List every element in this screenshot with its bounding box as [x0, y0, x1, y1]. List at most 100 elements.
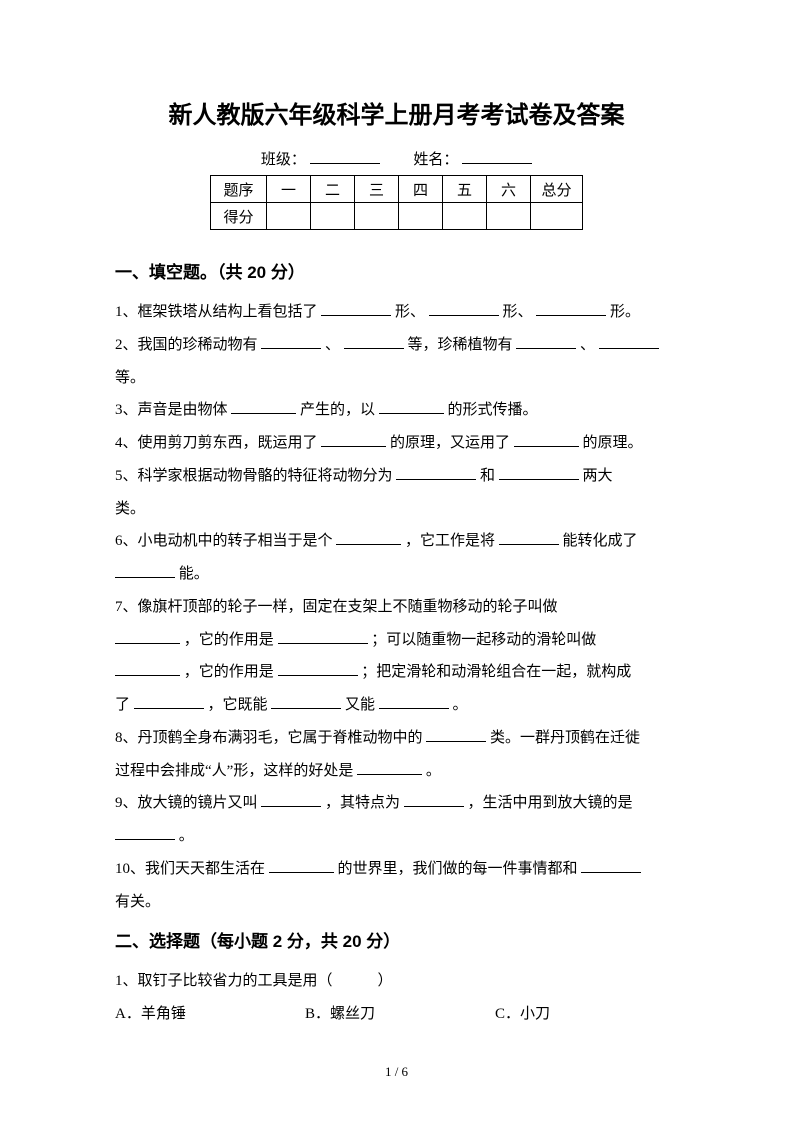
q5: 5、科学家根据动物骨骼的特征将动物分为 和 两大: [115, 461, 678, 492]
q-text: 、: [325, 337, 340, 353]
q6-cont: 能。: [115, 559, 678, 590]
q-text: 类。: [115, 501, 145, 517]
exam-title: 新人教版六年级科学上册月考考试卷及答案: [115, 95, 678, 130]
blank[interactable]: [499, 531, 559, 545]
blank[interactable]: [115, 662, 180, 676]
q1: 1、框架铁塔从结构上看包括了 形、 形、 形。: [115, 297, 678, 328]
cell-blank[interactable]: [531, 203, 583, 230]
blank[interactable]: [134, 695, 204, 709]
blank[interactable]: [278, 630, 368, 644]
q-text: ，它既能: [208, 697, 268, 713]
fill-blank-questions: 1、框架铁塔从结构上看包括了 形、 形、 形。 2、我国的珍稀动物有 、 等，珍…: [115, 297, 678, 917]
cell: 六: [487, 176, 531, 203]
q-text: 2、我国的珍稀动物有: [115, 337, 258, 353]
q-text: 8、丹顶鹤全身布满羽毛，它属于脊椎动物中的: [115, 730, 423, 746]
q-text: 等。: [115, 370, 145, 386]
cell-blank[interactable]: [399, 203, 443, 230]
q-text: 。: [179, 828, 194, 844]
q7-cont: 了 ，它既能 又能 。: [115, 690, 678, 721]
q-text: ，它的作用是: [184, 632, 274, 648]
blank[interactable]: [429, 302, 499, 316]
blank[interactable]: [115, 826, 175, 840]
name-label: 姓名：: [413, 148, 458, 169]
q-text: 过程中会排成“人”形，这样的好处是: [115, 763, 353, 779]
blank[interactable]: [336, 531, 401, 545]
q-text: 产生的，以: [300, 402, 375, 418]
blank[interactable]: [344, 335, 404, 349]
blank[interactable]: [599, 335, 659, 349]
blank[interactable]: [321, 433, 386, 447]
q10-cont: 有关。: [115, 887, 678, 918]
blank[interactable]: [581, 859, 641, 873]
page: 新人教版六年级科学上册月考考试卷及答案 班级： 姓名： 题序 一 二 三 四 五…: [0, 0, 793, 1122]
q-text: 又能: [345, 697, 375, 713]
blank[interactable]: [396, 466, 476, 480]
mc-q1-options: A．羊角锤 B．螺丝刀 C．小刀: [115, 999, 678, 1030]
blank[interactable]: [261, 793, 321, 807]
q-text: 5、科学家根据动物骨骼的特征将动物分为: [115, 468, 393, 484]
blank[interactable]: [536, 302, 606, 316]
q-text: 形。: [610, 304, 640, 320]
q9-cont: 。: [115, 821, 678, 852]
q-text: 了: [115, 697, 130, 713]
q-text: 的形式传播。: [448, 402, 538, 418]
cell-blank[interactable]: [443, 203, 487, 230]
blank[interactable]: [261, 335, 321, 349]
blank[interactable]: [404, 793, 464, 807]
option-b[interactable]: B．螺丝刀: [305, 999, 495, 1030]
section-1-heading: 一、填空题。（共 20 分）: [115, 258, 678, 283]
cell-blank[interactable]: [267, 203, 311, 230]
q2: 2、我国的珍稀动物有 、 等，珍稀植物有 、: [115, 330, 678, 361]
cell-total: 总分: [531, 176, 583, 203]
q-text: ，它工作是将: [405, 533, 495, 549]
blank[interactable]: [357, 761, 422, 775]
q-text: ，它的作用是: [184, 664, 274, 680]
q-text: 、: [580, 337, 595, 353]
blank[interactable]: [426, 728, 486, 742]
cell-blank[interactable]: [487, 203, 531, 230]
q-text: 两大: [583, 468, 613, 484]
cell: 二: [311, 176, 355, 203]
q-text: 1、框架铁塔从结构上看包括了: [115, 304, 318, 320]
option-c[interactable]: C．小刀: [495, 999, 678, 1030]
class-blank[interactable]: [310, 150, 380, 164]
section-2-heading: 二、选择题（每小题 2 分，共 20 分）: [115, 927, 678, 952]
q2-cont: 等。: [115, 363, 678, 394]
q8-cont: 过程中会排成“人”形，这样的好处是 。: [115, 756, 678, 787]
q-text: 能。: [179, 566, 209, 582]
q-text: 和: [480, 468, 495, 484]
q7-cont: ，它的作用是 ；把定滑轮和动滑轮组合在一起，就构成: [115, 657, 678, 688]
blank[interactable]: [379, 400, 444, 414]
q-text: ，其特点为: [325, 795, 400, 811]
cell-blank[interactable]: [355, 203, 399, 230]
page-number: 1 / 6: [0, 1064, 793, 1080]
blank[interactable]: [514, 433, 579, 447]
q-text: ；可以随重物一起移动的滑轮叫做: [371, 632, 596, 648]
blank[interactable]: [115, 630, 180, 644]
blank[interactable]: [269, 859, 334, 873]
table-row: 得分: [211, 203, 583, 230]
cell: 一: [267, 176, 311, 203]
name-blank[interactable]: [462, 150, 532, 164]
q7: 7、像旗杆顶部的轮子一样，固定在支架上不随重物移动的轮子叫做: [115, 592, 678, 623]
blank[interactable]: [379, 695, 449, 709]
blank[interactable]: [271, 695, 341, 709]
blank[interactable]: [321, 302, 391, 316]
option-a[interactable]: A．羊角锤: [115, 999, 305, 1030]
q10: 10、我们天天都生活在 的世界里，我们做的每一件事情都和: [115, 854, 678, 885]
blank[interactable]: [231, 400, 296, 414]
blank[interactable]: [516, 335, 576, 349]
blank[interactable]: [499, 466, 579, 480]
q-text: 。: [426, 763, 441, 779]
q-text: ；把定滑轮和动滑轮组合在一起，就构成: [361, 664, 631, 680]
mc-q1: 1、取钉子比较省力的工具是用（ ）: [115, 966, 678, 997]
blank[interactable]: [115, 564, 175, 578]
q-text: 的原理。: [583, 435, 643, 451]
q-text: 3、声音是由物体: [115, 402, 228, 418]
q6: 6、小电动机中的转子相当于是个 ，它工作是将 能转化成了: [115, 526, 678, 557]
blank[interactable]: [278, 662, 358, 676]
q9: 9、放大镜的镜片又叫 ，其特点为 ，生活中用到放大镜的是: [115, 788, 678, 819]
q-text: 形、: [395, 304, 425, 320]
cell-blank[interactable]: [311, 203, 355, 230]
cell-header: 题序: [211, 176, 267, 203]
